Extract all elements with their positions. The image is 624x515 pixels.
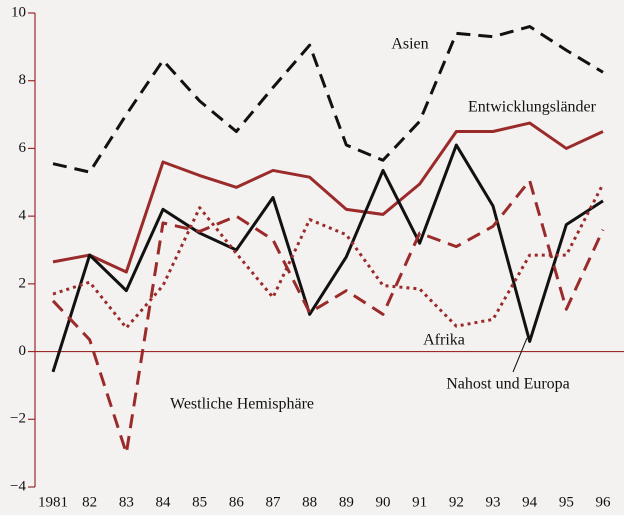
x-tick-label: 88 — [302, 494, 317, 510]
x-tick-label: 83 — [119, 494, 134, 510]
series-label: Afrika — [423, 332, 465, 349]
series-line — [52, 25, 604, 174]
x-tick-label: 86 — [229, 494, 245, 510]
y-tick-label: 4 — [19, 208, 27, 224]
x-tick-label: 89 — [339, 494, 354, 510]
y-tick-label: 6 — [19, 140, 27, 156]
series-label: Nahost und Europa — [446, 376, 570, 393]
x-tick-label: 84 — [156, 494, 172, 510]
x-tick-label: 90 — [376, 494, 391, 510]
x-tick-label: 82 — [82, 494, 97, 510]
y-tick-label: −2 — [10, 411, 26, 427]
y-tick-label: 10 — [11, 4, 26, 20]
series-line — [51, 143, 604, 373]
x-tick-label: 93 — [486, 494, 501, 510]
x-tick-label: 95 — [559, 494, 574, 510]
series-label: Entwicklungsländer — [468, 99, 597, 116]
x-tick-label: 85 — [192, 494, 207, 510]
y-tick-label: 0 — [19, 343, 27, 359]
y-tick-label: 2 — [19, 275, 27, 291]
x-tick-label: 91 — [412, 494, 427, 510]
series-label: Asien — [391, 36, 428, 53]
series-line — [51, 179, 605, 455]
x-tick-label: 96 — [596, 494, 612, 510]
y-tick-label: −4 — [10, 478, 26, 494]
x-tick-label: 94 — [522, 494, 538, 510]
x-tick-label: 92 — [449, 494, 464, 510]
series-line — [52, 121, 604, 274]
series-label: Westliche Hemisphäre — [170, 396, 314, 413]
leader-line — [512, 337, 528, 373]
y-tick-label: 8 — [19, 72, 27, 88]
x-tick-label: 1981 — [38, 494, 68, 510]
x-tick-label: 87 — [266, 494, 282, 510]
